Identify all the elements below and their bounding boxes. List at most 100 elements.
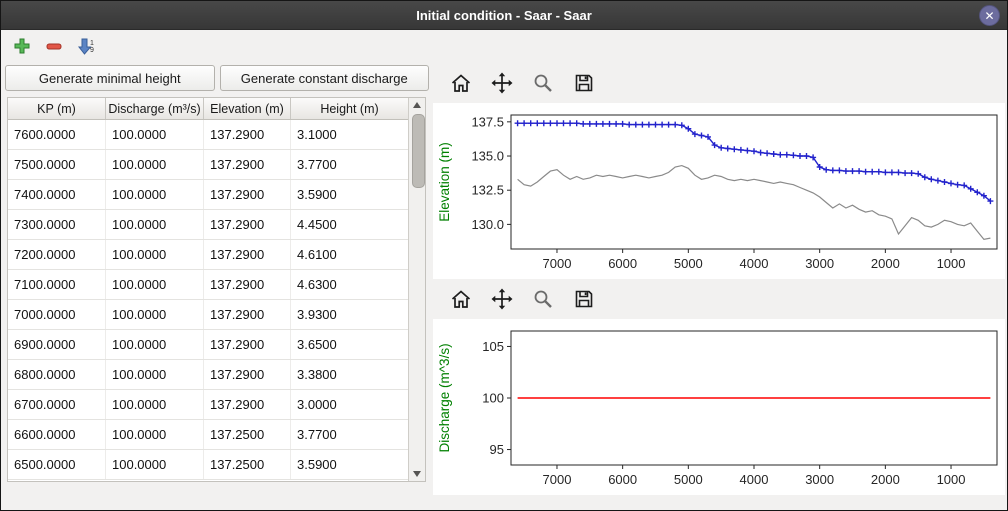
table-cell[interactable]: 6600.0000 <box>8 420 106 449</box>
discharge-pan-button[interactable] <box>486 287 518 314</box>
table-cell[interactable]: 7200.0000 <box>8 240 106 269</box>
table-cell[interactable]: 100.0000 <box>106 450 204 479</box>
table-body: 7600.0000 100.0000 137.2900 3.1000 7500.0000… <box>8 120 408 480</box>
generate-constant-discharge-button[interactable]: Generate constant discharge <box>219 65 429 91</box>
svg-text:105: 105 <box>482 339 504 354</box>
table-cell[interactable]: 100.0000 <box>106 360 204 389</box>
discharge-zoom-button[interactable] <box>527 287 559 314</box>
svg-text:2000: 2000 <box>871 256 900 271</box>
table-cell[interactable]: 3.5900 <box>297 457 337 472</box>
table-cell[interactable]: 3.7700 <box>297 157 337 172</box>
table-cell[interactable]: 137.2500 <box>204 450 291 479</box>
table-cell[interactable]: 100.0000 <box>106 300 204 329</box>
discharge-save-button[interactable] <box>568 287 600 314</box>
table-cell[interactable]: 137.2500 <box>204 420 291 449</box>
table-cell[interactable]: 7500.0000 <box>8 150 106 179</box>
table-cell[interactable]: 137.2900 <box>204 150 291 179</box>
table-row[interactable]: 6800.0000 100.0000 137.2900 3.3800 <box>8 360 408 390</box>
table-row[interactable]: 6700.0000 100.0000 137.2900 3.0000 <box>8 390 408 420</box>
column-header-discharge[interactable]: Discharge (m³/s) <box>106 98 204 119</box>
initial-condition-table: KP (m) Discharge (m³/s) Elevation (m) He… <box>7 97 426 482</box>
table-cell[interactable]: 100.0000 <box>106 390 204 419</box>
elevation-home-button[interactable] <box>445 71 477 98</box>
table-cell[interactable]: 7600.0000 <box>8 120 106 149</box>
scroll-up-button[interactable] <box>410 98 425 112</box>
table-cell[interactable]: 137.2900 <box>204 360 291 389</box>
table-cell[interactable]: 100.0000 <box>106 120 204 149</box>
table-row[interactable]: 6500.0000 100.0000 137.2500 3.5900 <box>8 450 408 480</box>
table-cell[interactable]: 137.2900 <box>204 270 291 299</box>
table-cell[interactable]: 3.1000 <box>297 127 337 142</box>
column-header-elevation[interactable]: Elevation (m) <box>204 98 291 119</box>
table-row[interactable]: 7500.0000 100.0000 137.2900 3.7700 <box>8 150 408 180</box>
table-cell[interactable]: 137.2900 <box>204 210 291 239</box>
table-cell[interactable]: 3.7700 <box>297 427 337 442</box>
table-cell[interactable]: 6800.0000 <box>8 360 106 389</box>
table-cell[interactable]: 3.9300 <box>297 307 337 322</box>
table-row[interactable]: 7100.0000 100.0000 137.2900 4.6300 <box>8 270 408 300</box>
remove-row-button[interactable] <box>41 35 67 60</box>
generate-minimal-height-button[interactable]: Generate minimal height <box>5 65 215 91</box>
table-cell[interactable]: 7300.0000 <box>8 210 106 239</box>
table-cell[interactable]: 137.2900 <box>204 390 291 419</box>
table-row[interactable]: 6600.0000 100.0000 137.2500 3.7700 <box>8 420 408 450</box>
table-cell[interactable]: 7100.0000 <box>8 270 106 299</box>
elevation-pan-button[interactable] <box>486 71 518 98</box>
table-cell[interactable]: 4.6100 <box>297 247 337 262</box>
table-cell[interactable]: 100.0000 <box>106 210 204 239</box>
add-row-button[interactable] <box>9 35 35 60</box>
table-cell[interactable]: 100.0000 <box>106 270 204 299</box>
home-icon <box>449 71 473 98</box>
sort-digits: 1 9 <box>90 40 94 54</box>
table-row[interactable]: 6900.0000 100.0000 137.2900 3.6500 <box>8 330 408 360</box>
minus-icon <box>45 37 63 58</box>
table-cell[interactable]: 6700.0000 <box>8 390 106 419</box>
vertical-scrollbar[interactable] <box>408 98 425 481</box>
table-row[interactable]: 7200.0000 100.0000 137.2900 4.6100 <box>8 240 408 270</box>
elevation-chart[interactable]: 7000 6000 5000 4000 3000 2000 1000 130.0 132.5 13… <box>433 103 1005 279</box>
column-header-kp[interactable]: KP (m) <box>8 98 106 119</box>
sort-button[interactable]: 1 9 <box>73 35 98 60</box>
table-cell[interactable]: 3.5900 <box>297 187 337 202</box>
table-cell[interactable]: 137.2900 <box>204 120 291 149</box>
table-cell[interactable]: 100.0000 <box>106 150 204 179</box>
scroll-down-icon <box>413 471 421 477</box>
table-row[interactable]: 7000.0000 100.0000 137.2900 3.9300 <box>8 300 408 330</box>
table-cell[interactable]: 4.4500 <box>297 217 337 232</box>
table-cell[interactable]: 3.3800 <box>297 367 337 382</box>
table-cell[interactable]: 6500.0000 <box>8 450 106 479</box>
table-cell[interactable]: 137.2900 <box>204 180 291 209</box>
discharge-home-button[interactable] <box>445 287 477 314</box>
table-row[interactable]: 7400.0000 100.0000 137.2900 3.5900 <box>8 180 408 210</box>
svg-text:6000: 6000 <box>608 256 637 271</box>
table-cell[interactable]: 100.0000 <box>106 180 204 209</box>
close-icon: ✕ <box>984 8 995 23</box>
title-bar[interactable]: Initial condition - Saar - Saar ✕ <box>1 1 1007 30</box>
scroll-down-button[interactable] <box>410 467 425 481</box>
table-cell[interactable]: 137.2900 <box>204 240 291 269</box>
table-cell[interactable]: 3.0000 <box>297 397 337 412</box>
scrollbar-track[interactable] <box>410 112 425 467</box>
table-row[interactable]: 7300.0000 100.0000 137.2900 4.4500 <box>8 210 408 240</box>
elevation-zoom-button[interactable] <box>527 71 559 98</box>
table-cell[interactable]: 100.0000 <box>106 240 204 269</box>
table-cell[interactable]: 7400.0000 <box>8 180 106 209</box>
table-cell[interactable]: 7000.0000 <box>8 300 106 329</box>
discharge-chart[interactable]: 7000 6000 5000 4000 3000 2000 1000 95 100 105 Disc… <box>433 319 1005 495</box>
table-cell[interactable]: 137.2900 <box>204 300 291 329</box>
table-cell[interactable]: 4.6300 <box>297 277 337 292</box>
table-cell[interactable]: 3.6500 <box>297 337 337 352</box>
scrollbar-thumb[interactable] <box>411 114 425 188</box>
table-cell[interactable]: 100.0000 <box>106 420 204 449</box>
column-header-height[interactable]: Height (m) <box>320 101 379 116</box>
generate-buttons-row: Generate minimal height Generate constan… <box>5 65 429 91</box>
table-cell[interactable]: 100.0000 <box>106 330 204 359</box>
elevation-save-button[interactable] <box>568 71 600 98</box>
close-button[interactable]: ✕ <box>979 5 1000 26</box>
main-toolbar: 1 9 <box>1 30 1007 64</box>
table-cell[interactable]: 6900.0000 <box>8 330 106 359</box>
table-cell[interactable]: 137.2900 <box>204 330 291 359</box>
table-row[interactable]: 7600.0000 100.0000 137.2900 3.1000 <box>8 120 408 150</box>
svg-text:137.5: 137.5 <box>471 114 504 129</box>
